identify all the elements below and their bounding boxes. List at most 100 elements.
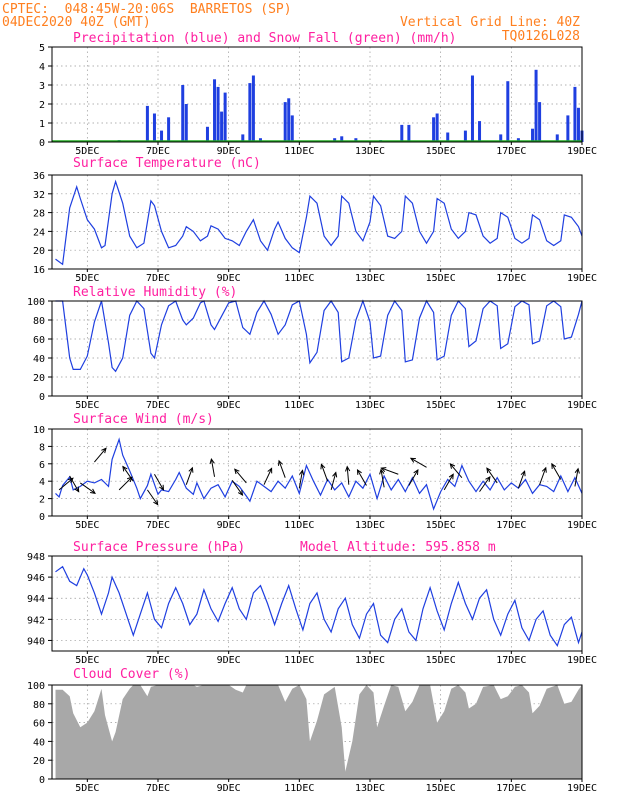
x-tick-label: 17DEC: [496, 520, 526, 531]
x-tick-label: 15DEC: [426, 783, 456, 794]
wind-arrow: [185, 467, 193, 485]
wind-arrow-head: [74, 486, 80, 493]
precip-bar: [184, 104, 188, 142]
wind-arrow: [210, 459, 216, 477]
wind-arrow: [231, 480, 243, 496]
y-tick-label: 20: [33, 246, 45, 257]
y-tick-label: 4: [39, 477, 45, 488]
series-line: [55, 565, 583, 648]
panel-frame: [51, 174, 583, 270]
wind-arrow: [539, 467, 547, 485]
precip-bar: [160, 130, 164, 142]
panel-2: 0 20 40 60 80 100 5DEC 7DEC 9DEC 11DEC 13DEC 15DEC 1…: [27, 285, 597, 411]
precip-bar: [506, 81, 510, 142]
panel-1: 16 20 24 28 32 36 5DEC 7DEC 9DEC 11DEC 13DEC 15DEC 1…: [33, 156, 597, 284]
wind-arrow: [118, 476, 133, 491]
wind-arrow: [79, 482, 96, 494]
y-tick-label: 10: [33, 425, 45, 436]
panel-title: Cloud Cover (%): [73, 667, 190, 682]
panel-title: Surface Temperature (nC): [73, 156, 261, 171]
wind-arrow-head: [409, 457, 416, 463]
precip-bar: [538, 102, 542, 142]
x-tick-label: 15DEC: [426, 146, 456, 157]
x-tick-label: 5DEC: [75, 783, 99, 794]
panel-frame: [51, 46, 583, 143]
wind-arrow-head: [234, 468, 240, 475]
wind-arrow: [146, 489, 159, 505]
x-tick-label: 9DEC: [217, 273, 241, 284]
x-tick-label: 13DEC: [355, 400, 385, 411]
series-line: [55, 299, 583, 373]
wind-arrow: [479, 476, 491, 492]
x-tick-label: 11DEC: [284, 146, 314, 157]
y-tick-label: 0: [39, 512, 45, 523]
precip-bar: [400, 124, 404, 142]
panel-title: Precipitation (blue) and Snow Fall (gree…: [73, 31, 457, 46]
precip-bar: [463, 130, 467, 142]
precip-bar: [531, 128, 535, 142]
panel-0: 0 1 2 3 4 5 5DEC 7DEC 9DEC 11DEC 13DEC 15DEC 17DEC 19…: [39, 31, 597, 157]
wind-arrow-head: [122, 465, 128, 472]
wind-arrow: [346, 466, 350, 485]
x-tick-label: 15DEC: [426, 520, 456, 531]
wind-arrow: [320, 464, 329, 482]
series-line: [55, 437, 583, 511]
precip-bar: [435, 113, 439, 142]
x-tick-label: 17DEC: [496, 273, 526, 284]
y-tick-label: 20: [33, 373, 45, 384]
x-tick-label: 5DEC: [75, 146, 99, 157]
y-tick-label: 942: [27, 615, 45, 626]
wind-arrow-head: [449, 463, 456, 469]
precip-bar: [516, 138, 520, 142]
wind-arrow-head: [574, 467, 580, 474]
precip-bar: [407, 124, 411, 142]
precip-bar: [566, 115, 570, 142]
precip-bar: [340, 136, 344, 142]
y-tick-label: 3: [39, 81, 45, 92]
x-tick-label: 11DEC: [284, 520, 314, 531]
y-tick-label: 60: [33, 719, 45, 730]
wind-arrow: [517, 471, 526, 489]
x-tick-label: 7DEC: [146, 783, 170, 794]
x-tick-label: 13DEC: [355, 655, 385, 666]
precip-bar: [220, 111, 224, 142]
wind-arrow-head: [188, 466, 194, 473]
x-tick-label: 5DEC: [75, 400, 99, 411]
wind-arrow-head: [379, 468, 385, 475]
panel-frame: [51, 300, 583, 397]
wind-arrow: [298, 470, 303, 489]
wind-arrow-head: [486, 467, 492, 474]
wind-arrow: [69, 475, 80, 492]
wind-arrow: [449, 463, 463, 479]
wind-arrow-head: [153, 499, 159, 506]
x-tick-label: 9DEC: [217, 400, 241, 411]
precip-bar: [241, 134, 245, 142]
wind-arrow-head: [520, 470, 526, 477]
x-tick-label: 15DEC: [426, 655, 456, 666]
precip-bar: [446, 132, 450, 142]
x-tick-label: 19DEC: [567, 520, 597, 531]
y-tick-label: 948: [27, 552, 45, 563]
y-tick-label: 5: [39, 43, 45, 54]
x-tick-label: 11DEC: [284, 400, 314, 411]
precip-bar: [167, 117, 171, 142]
y-tick-label: 2: [39, 495, 45, 506]
cloud-cover-area: [55, 685, 582, 779]
x-tick-label: 13DEC: [355, 146, 385, 157]
panel-4: 940 942 944 946 948 5DEC 7DEC 9DEC 11DEC 13DEC 15D…: [27, 540, 597, 666]
wind-arrow: [410, 457, 427, 468]
precip-bar: [145, 105, 149, 142]
y-tick-label: 20: [33, 756, 45, 767]
wind-arrow: [330, 472, 337, 491]
header-location: CPTEC: 048:45W-20:06S BARRETOS (SP): [2, 2, 292, 17]
wind-arrow: [408, 469, 419, 486]
panel-3: 0 2 4 6 8 10 5DEC 7DEC 9DEC 11DEC 13DEC 15DEC 17DEC 1…: [33, 412, 597, 531]
wind-arrow-head: [101, 447, 107, 454]
wind-arrow: [263, 468, 273, 485]
wind-arrow-head: [551, 462, 557, 469]
header-grid-note: Vertical Grid Line: 40Z: [400, 15, 580, 30]
panel-frame: [51, 428, 583, 517]
y-tick-label: 80: [33, 316, 45, 327]
x-tick-label: 5DEC: [75, 655, 99, 666]
y-tick-label: 24: [33, 227, 45, 238]
